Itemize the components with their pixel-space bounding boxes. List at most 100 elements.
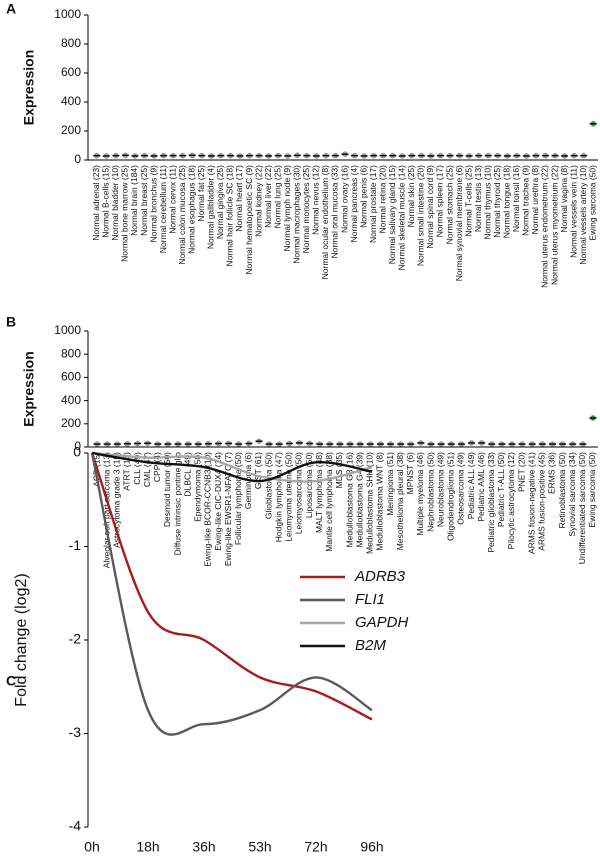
legend-label: B2M: [355, 637, 386, 654]
category-label: Hodgkin lymphoma (47): [273, 452, 283, 542]
category-label: MDS (35): [334, 452, 344, 489]
category-label: Normal skin (25): [406, 165, 416, 228]
category-label: Normal thymus (10): [482, 165, 492, 240]
category-label: Normal breast (25): [139, 165, 149, 236]
category-label: Normal urethra (8): [530, 165, 540, 235]
x-tick-label: 53h: [248, 839, 271, 855]
category-label: Normal uterus endometrium (22): [540, 165, 550, 288]
y-tick-label: 600: [61, 370, 81, 384]
category-label: Ewing sarcoma (50): [587, 452, 597, 528]
y-tick-label: -3: [69, 724, 82, 740]
category-label: Normal uterus myometrium (22): [549, 165, 559, 285]
legend-label: FLI1: [355, 591, 385, 608]
category-label: Ewing-like EWSR1-NFATC (7): [223, 452, 233, 566]
category-label: Normal bone marrow (25): [120, 165, 130, 262]
category-label: Normal B-cells (15): [101, 165, 111, 238]
category-label: Normal bronchus (9): [148, 165, 158, 243]
category-label: ATRT (16): [122, 452, 132, 491]
series-line: [90, 452, 373, 736]
y-tick-label: 0: [74, 439, 81, 453]
category-label: PNET (20): [516, 452, 526, 492]
category-label: Follicular lymphoma (50): [233, 452, 243, 545]
category-label: Desmoid tumor (50): [162, 452, 172, 527]
x-tick-label: 0h: [84, 839, 100, 855]
category-label: Alveolar soft part sarcoma (13): [101, 452, 111, 568]
category-label: Normal hair follicle SC (18): [225, 165, 235, 267]
category-label: Medulloblastoma G3 (16): [344, 452, 354, 548]
panel-label: B: [6, 314, 16, 330]
category-label: CML (47): [142, 452, 152, 487]
category-label: Normal macrophages (30): [292, 165, 302, 264]
category-label: Medulloblastoma WNT (8): [375, 452, 385, 551]
category-label: Normal spinal cord (9): [425, 165, 435, 249]
y-axis-title: Expression: [21, 351, 37, 426]
category-label: Normal lymph node (9): [282, 165, 292, 252]
x-tick-label: 18h: [136, 839, 159, 855]
category-label: CPP (4): [152, 452, 162, 482]
category-label: DLBCL (49): [182, 452, 192, 497]
category-label: Ewing-like BCOR-CCNB3 (10): [203, 452, 213, 567]
category-label: Normal spleen (17): [435, 165, 445, 237]
category-label: Meningioma (51): [385, 452, 395, 516]
category-label: Normal vessels vein (11): [568, 165, 578, 258]
y-tick-label: 1000: [54, 7, 81, 21]
category-label: ARMS fusion-positive (45): [537, 452, 547, 551]
y-axis-title: Fold change (log2): [13, 573, 30, 706]
category-label: Liposarcoma (50): [304, 452, 314, 518]
y-tick-label: -2: [69, 631, 82, 647]
category-label: CLL (49): [132, 452, 142, 485]
y-tick-label: 400: [61, 94, 81, 108]
category-label: Normal liver (22): [263, 165, 273, 228]
category-label: Nephroblastoma (50): [425, 452, 435, 532]
category-label: Normal kidney (22): [253, 165, 263, 237]
category-label: Oligodendroglioma (51): [446, 452, 456, 541]
y-tick-label: 800: [61, 346, 81, 360]
category-label: Normal vagina (8): [559, 165, 569, 233]
category-label: Mesothelioma pleural (38): [395, 452, 405, 550]
category-label: Normal tongue (18): [502, 165, 512, 238]
category-label: Retinoblastoma (50): [557, 452, 567, 529]
category-label: Normal fat (25): [196, 165, 206, 222]
category-label: Normal oral mucosa (33): [330, 165, 340, 259]
category-label: Leiomyosarcoma (50): [294, 452, 304, 534]
category-label: Ewing sarcoma (50): [587, 165, 597, 241]
legend-label: ADRB3: [354, 568, 406, 585]
category-label: Normal monocytes (25): [301, 165, 311, 254]
category-label: Normal thyroid (25): [492, 165, 502, 238]
category-label: Normal T-cells (25): [463, 165, 473, 237]
category-label: GIST (61): [253, 452, 263, 489]
category-label: Neuroblastoma (49): [435, 452, 445, 527]
category-label: Leiomyoma uterine (50): [284, 452, 294, 542]
y-tick-label: -4: [69, 818, 82, 834]
category-label: Normal ocular endothelium (8): [320, 165, 330, 279]
category-label: Osteosarcoma (49): [456, 452, 466, 525]
category-label: Normal colon mucosa (25): [177, 165, 187, 265]
y-tick-label: 400: [61, 393, 81, 407]
category-label: Normal hematopoietic SC (9): [244, 165, 254, 275]
x-tick-label: 72h: [304, 839, 327, 855]
category-label: Normal salivary gland (15): [387, 165, 397, 264]
y-tick-label: 600: [61, 65, 81, 79]
series-line: [91, 451, 373, 483]
category-label: Normal cerebellum (11): [158, 165, 168, 253]
category-label: Normal heart (17): [234, 165, 244, 232]
category-label: Normal retina (20): [377, 165, 387, 234]
category-label: MPNST (6): [405, 452, 415, 495]
y-axis-title: Expression: [21, 50, 37, 125]
category-label: Ewing-like CIC-DUX4 (14): [213, 452, 223, 551]
category-label: Pediatric AML (46): [476, 452, 486, 522]
category-label: Diffuse intrinsic pontine glio: [172, 452, 182, 556]
category-label: Pilocytic astrocytoma (12): [506, 452, 516, 549]
category-label: Normal gingiva (25): [215, 165, 225, 239]
category-label: Normal pancreas (4): [349, 165, 359, 243]
y-tick-label: 800: [61, 36, 81, 50]
panel-label: C: [6, 673, 16, 689]
category-label: Multiple myeloma (46): [415, 452, 425, 536]
y-tick-label: -1: [69, 537, 82, 553]
category-label: Synovial sarcoma (34): [567, 452, 577, 537]
category-label: Normal vessels artery (10): [578, 165, 588, 265]
category-label: Normal ovary (16): [339, 165, 349, 233]
category-label: Normal small intestine (20): [416, 165, 426, 266]
category-label: Normal testis (13): [473, 165, 483, 232]
